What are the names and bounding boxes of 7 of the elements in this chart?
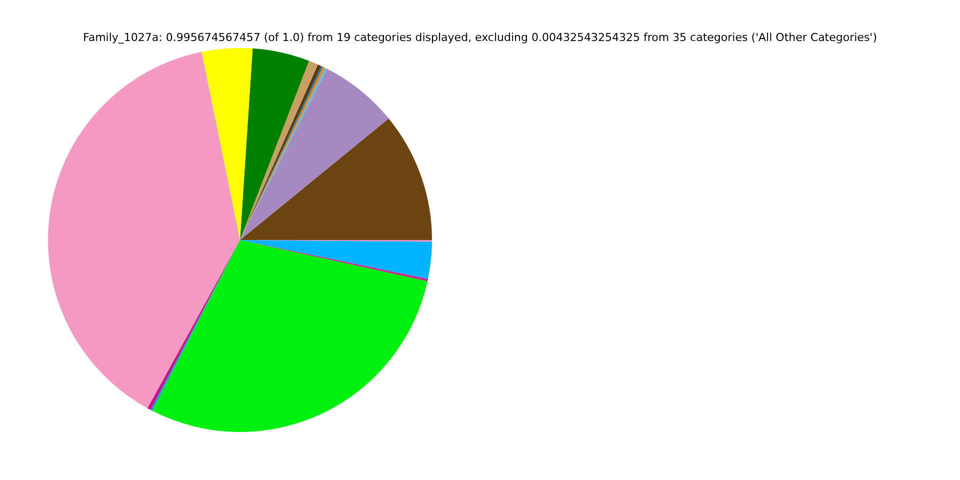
- pie-slice: [240, 118, 432, 240]
- pie-slice: [152, 240, 428, 432]
- pie-slice: [240, 68, 389, 240]
- pie-slice: [240, 48, 309, 240]
- pie-slice: [48, 52, 240, 408]
- pie-slice: [202, 48, 253, 240]
- text: Family_1027a: 0.995674567457 (of 1.0) from 19 categories displayed, excluding 0.00432543254325 from 35 categories ('All Other Categories'): [83, 31, 877, 44]
